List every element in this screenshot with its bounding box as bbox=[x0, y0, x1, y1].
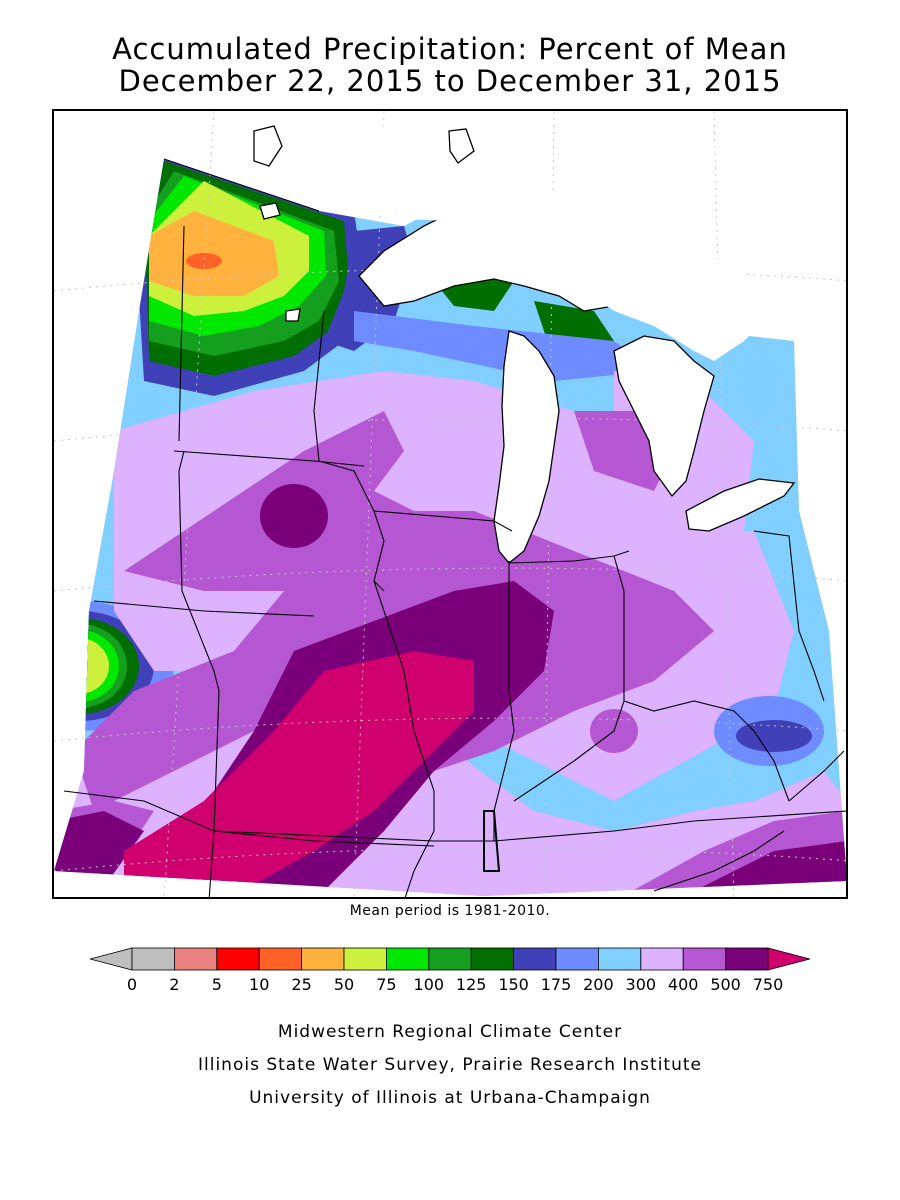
legend-tick-label: 750 bbox=[753, 975, 784, 994]
great-lakes bbox=[253, 125, 796, 564]
credit-mrcc: Midwestern Regional Climate Center bbox=[277, 1022, 623, 1042]
legend-tick-label: 125 bbox=[456, 975, 487, 994]
color-legend: 0 2 5 10 25 50 75 100 125 150 175 200 300 400 500 750 bbox=[88, 946, 812, 996]
legend-swatch-10 bbox=[258, 947, 302, 971]
legend-tick-label: 100 bbox=[414, 975, 445, 994]
legend-swatch-300 bbox=[640, 947, 684, 971]
legend-tick-label: 75 bbox=[376, 975, 396, 994]
lake-michigan bbox=[493, 330, 560, 564]
legend-swatch-2 bbox=[174, 947, 218, 971]
mean-period-note: Mean period is 1981-2010. bbox=[349, 903, 551, 919]
legend-swatch-400 bbox=[682, 947, 727, 971]
legend-swatch-500 bbox=[725, 947, 769, 971]
legend-tick-label: 500 bbox=[710, 975, 741, 994]
legend-tick-label: 150 bbox=[498, 975, 529, 994]
legend-tick-label: 2 bbox=[169, 975, 179, 994]
credit-uiuc: University of Illinois at Urbana-Champai… bbox=[249, 1088, 651, 1108]
precipitation-map bbox=[52, 109, 848, 899]
legend-swatch-75 bbox=[385, 947, 430, 971]
credit-isws: Illinois State Water Survey, Prairie Res… bbox=[198, 1055, 702, 1075]
legend-swatch-50 bbox=[343, 947, 387, 971]
legend-tick-label: 5 bbox=[212, 975, 222, 994]
lake-huron bbox=[613, 335, 715, 498]
legend-high-arrow bbox=[767, 947, 812, 971]
map-title-line-2: December 22, 2015 to December 31, 2015 bbox=[118, 64, 782, 98]
legend-swatch-25 bbox=[301, 947, 345, 971]
state-borders bbox=[63, 158, 846, 897]
legend-tick-label: 300 bbox=[626, 975, 657, 994]
legend-tick-label: 50 bbox=[334, 975, 354, 994]
legend-swatch-200 bbox=[597, 947, 642, 971]
map-title-line-1: Accumulated Precipitation: Percent of Me… bbox=[112, 32, 788, 66]
legend-low-arrow bbox=[88, 947, 133, 971]
legend-swatch-0 bbox=[131, 947, 175, 971]
legend-swatch-100 bbox=[428, 947, 472, 971]
lake-erie bbox=[685, 478, 796, 532]
legend-swatch-175 bbox=[555, 947, 599, 971]
legend-tick-label: 200 bbox=[583, 975, 614, 994]
legend-swatch-150 bbox=[513, 947, 557, 971]
legend-tick-label: 175 bbox=[541, 975, 572, 994]
legend-swatch-5 bbox=[216, 947, 260, 971]
legend-swatch-125 bbox=[470, 947, 515, 971]
legend-tick-label: 400 bbox=[668, 975, 699, 994]
legend-tick-label: 10 bbox=[249, 975, 269, 994]
legend-tick-label: 0 bbox=[127, 975, 137, 994]
legend-tick-label: 25 bbox=[291, 975, 311, 994]
